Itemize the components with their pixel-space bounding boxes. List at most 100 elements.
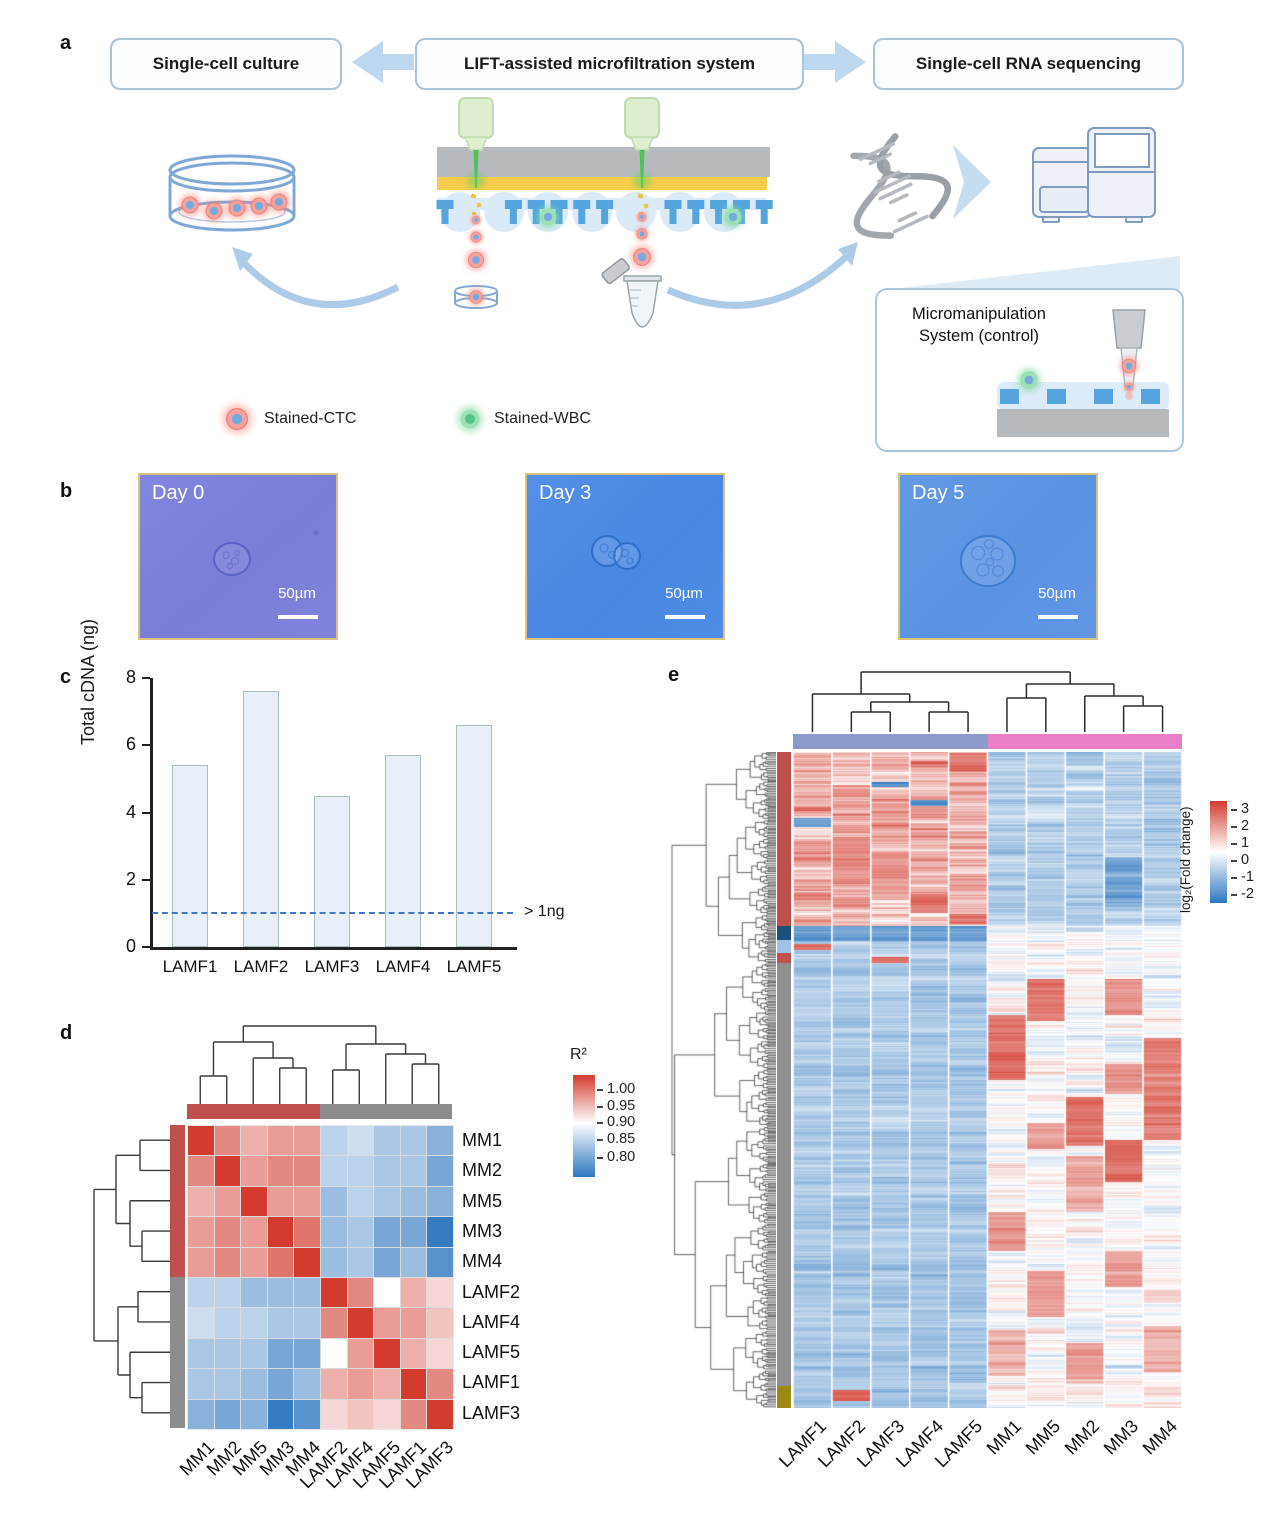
dna-icon: [850, 133, 951, 239]
colorbar-title-e: log₂(Fold change): [1178, 806, 1193, 913]
column-dendrogram-e: [811, 671, 1164, 732]
colorbar-tick: [597, 1106, 603, 1108]
heatmap-cell: [347, 1338, 374, 1369]
heatmap-row-label: MM3: [462, 1220, 502, 1241]
image-day-label: Day 5: [912, 482, 965, 504]
heatmap-cell: [347, 1399, 374, 1429]
cell-day3: [591, 535, 641, 570]
y-tick: [142, 878, 150, 881]
heatmap-cell: [347, 1186, 374, 1217]
heatmap-cell: [321, 1399, 347, 1429]
heatmap-cell: [214, 1277, 241, 1308]
image-day-label: Day 3: [539, 482, 592, 504]
heatmap-cell: [241, 1186, 267, 1217]
micromanipulation-inset: Micromanipulation System (control): [875, 288, 1184, 452]
heatmap-cell: [294, 1338, 320, 1369]
bar-LAMF4: [385, 755, 421, 947]
heatmap-row-label: LAMF1: [462, 1372, 521, 1393]
microscopy-image-day0: Day 0 50µm: [138, 473, 338, 640]
heatmap-cell: [321, 1369, 347, 1399]
inset-membrane-pores: [1000, 389, 1160, 404]
chevron-right-icon: [953, 145, 991, 219]
arrow-right-icon: [804, 41, 866, 83]
heatmap-cell: [321, 1338, 347, 1369]
heatmap-cell: [321, 1217, 347, 1247]
x-category-label: LAMF2: [233, 957, 289, 976]
row-dendrogram-d: [93, 1139, 170, 1414]
colorbar-tick: [1231, 826, 1237, 828]
heatmap-cell: [241, 1277, 267, 1308]
heatmap-cell: [241, 1338, 267, 1369]
colorbar-tick: [1231, 809, 1237, 811]
heatmap-cell: [267, 1277, 294, 1308]
y-tick-label: 0: [125, 936, 136, 956]
scale-bar: [665, 615, 705, 619]
colorbar-tick-label: 3: [1241, 801, 1250, 817]
heatmap-cell: [321, 1247, 347, 1277]
y-tick-label: 4: [125, 801, 136, 822]
heatmap-cell: [374, 1126, 400, 1156]
heatmap-cell: [347, 1308, 374, 1338]
heatmap-cell: [188, 1338, 214, 1369]
bar-LAMF2: [243, 691, 279, 947]
heatmap-cell: [188, 1156, 214, 1186]
heatmap-cell: [400, 1369, 427, 1399]
row-segment: [777, 953, 791, 964]
heatmap-cell: [427, 1247, 453, 1277]
colorbar-tick: [597, 1139, 603, 1141]
row-group: [170, 1276, 185, 1428]
heatmap-cell: [214, 1217, 241, 1247]
heatmap-cell: [321, 1186, 347, 1217]
heatmap-cell: [400, 1186, 427, 1217]
scale-label: 50µm: [665, 585, 703, 602]
legend-stained-wbc: Stained-WBC: [494, 410, 591, 427]
bar-LAMF1: [172, 765, 208, 947]
y-axis-label: Total cDNA (ng): [78, 618, 98, 745]
x-category-label: LAMF5: [446, 957, 502, 976]
colorbar-tick: [1231, 894, 1237, 896]
flow-box-label: Single-cell culture: [152, 54, 300, 73]
colorbar-tick: [597, 1089, 603, 1091]
heatmap-cell: [374, 1369, 400, 1399]
heatmap-cell: [267, 1156, 294, 1186]
flow-box-scrna-seq: Single-cell RNA sequencing: [873, 38, 1184, 90]
row-group: [170, 1125, 185, 1277]
heatmap-row-label: MM2: [462, 1160, 502, 1181]
heatmap-cell: [214, 1247, 241, 1277]
colorbar-tick-label: 0.90: [607, 1114, 636, 1130]
colorbar-tick-label: -1: [1241, 869, 1254, 885]
heatmap-cell: [347, 1277, 374, 1308]
heatmap-cell: [400, 1338, 427, 1369]
device-glass-layer: [437, 147, 770, 177]
y-tick: [142, 744, 150, 747]
heatmap-cell: [214, 1156, 241, 1186]
heatmap-cell: [188, 1217, 214, 1247]
heatmap-cell: [294, 1247, 320, 1277]
heatmap-cell: [374, 1338, 400, 1369]
heatmap-cell: [294, 1156, 320, 1186]
heatmap-cell: [188, 1186, 214, 1217]
row-segment: [777, 963, 791, 1387]
x-axis: [150, 947, 517, 950]
microscopy-image-day5: Day 5 50µm: [898, 473, 1098, 640]
heatmap-cell: [188, 1277, 214, 1308]
scale-label: 50µm: [1038, 585, 1076, 602]
heatmap-cell: [241, 1247, 267, 1277]
heatmap-cell: [188, 1247, 214, 1277]
heatmap-cell: [214, 1308, 241, 1338]
scale-bar: [1038, 615, 1078, 619]
inset-title-line2: System (control): [918, 326, 1040, 345]
heatmap-cell: [241, 1399, 267, 1429]
colorbar-tick: [597, 1157, 603, 1159]
row-segment: [777, 752, 791, 926]
y-tick: [142, 811, 150, 814]
heatmap-row-label: LAMF5: [462, 1342, 521, 1363]
panel-label-c: c: [60, 666, 72, 688]
heatmap-cell: [427, 1399, 453, 1429]
colorbar-tick: [1231, 860, 1237, 862]
heatmap-row-label: LAMF2: [462, 1281, 521, 1302]
inset-illustration: [997, 309, 1169, 437]
heatmap-cell: [188, 1308, 214, 1338]
flow-box-lift-system: LIFT-assisted microfiltration system: [415, 38, 804, 90]
